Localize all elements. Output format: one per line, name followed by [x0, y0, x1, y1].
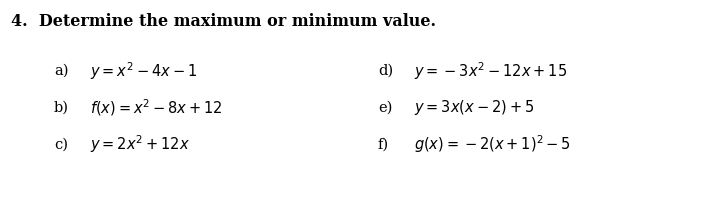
- Text: $y = x^2 - 4x - 1$: $y = x^2 - 4x - 1$: [90, 60, 197, 82]
- Text: d): d): [378, 64, 393, 78]
- Text: $y = -3x^2 - 12x + 15$: $y = -3x^2 - 12x + 15$: [414, 60, 567, 82]
- Text: f): f): [378, 137, 389, 151]
- Text: 4.  Determine the maximum or minimum value.: 4. Determine the maximum or minimum valu…: [11, 13, 436, 30]
- Text: c): c): [54, 137, 68, 151]
- Text: $f(x) = x^2 - 8x + 12$: $f(x) = x^2 - 8x + 12$: [90, 97, 222, 118]
- Text: b): b): [54, 101, 69, 115]
- Text: $y = 3x(x - 2) + 5$: $y = 3x(x - 2) + 5$: [414, 98, 534, 117]
- Text: $g(x) = -2(x + 1)^2 - 5$: $g(x) = -2(x + 1)^2 - 5$: [414, 133, 571, 155]
- Text: a): a): [54, 64, 68, 78]
- Text: $y = 2x^2 + 12x$: $y = 2x^2 + 12x$: [90, 133, 190, 155]
- Text: e): e): [378, 101, 392, 115]
